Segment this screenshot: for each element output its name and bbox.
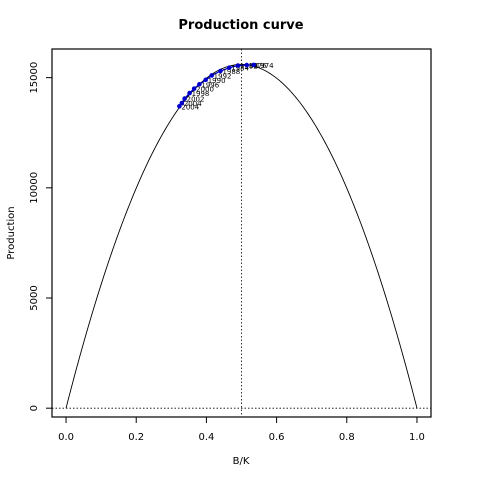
trajectory-point	[197, 81, 202, 87]
x-tick-label: 0.0	[58, 432, 74, 443]
point-year-label: 1990	[208, 77, 226, 85]
point-year-label: 2002	[187, 96, 205, 104]
x-tick-label: 1.0	[409, 432, 425, 443]
point-year-label: 1984	[231, 65, 249, 73]
production-curve-line	[65, 63, 418, 409]
point-year-label: 1988	[222, 68, 240, 76]
x-axis: 0.0 0.2 0.4 0.6 0.8 1.0	[58, 417, 425, 443]
trajectory-point	[251, 62, 257, 68]
trajectory-point	[177, 103, 182, 109]
y-tick-label: 10000	[29, 172, 40, 204]
trajectory-point	[226, 65, 232, 71]
y-tick-label: 15000	[29, 62, 40, 94]
x-tick-label: 0.8	[339, 432, 355, 443]
plot-area: 2004200420021998200019961990199219881984…	[52, 49, 431, 417]
point-year-label: 1992	[214, 72, 232, 80]
plot-frame	[51, 48, 432, 418]
trajectory-point	[179, 100, 185, 106]
point-year-label: 2004	[184, 100, 202, 108]
point-year-label: 1998	[192, 90, 210, 98]
point-year-label: 1974	[256, 62, 274, 70]
trajectory-point	[209, 73, 214, 78]
y-axis: 0 5000 10000 15000	[29, 62, 52, 411]
y-axis-label: Production	[6, 206, 17, 259]
point-year-label: 2000	[196, 86, 214, 94]
chart-title: Production curve	[178, 18, 303, 33]
y-tick-label: 5000	[29, 285, 40, 310]
x-axis-label: B/K	[233, 456, 250, 467]
x-tick-label: 0.6	[269, 432, 285, 443]
trajectory-point	[191, 86, 197, 91]
point-year-label: 1976	[249, 62, 267, 70]
trajectory-point	[203, 77, 209, 83]
trajectory-point	[182, 96, 187, 101]
trajectory-point	[244, 62, 250, 68]
trajectory-point	[218, 68, 223, 74]
y-tick-label: 0	[29, 405, 40, 411]
point-year-label: 1982	[240, 63, 258, 71]
point-year-label: 2004	[181, 103, 199, 111]
x-tick-label: 0.4	[198, 432, 214, 443]
x-tick-label: 0.2	[128, 432, 144, 443]
trajectory-point	[187, 90, 192, 96]
point-year-label: 1996	[201, 81, 219, 89]
trajectory-point	[235, 63, 241, 68]
